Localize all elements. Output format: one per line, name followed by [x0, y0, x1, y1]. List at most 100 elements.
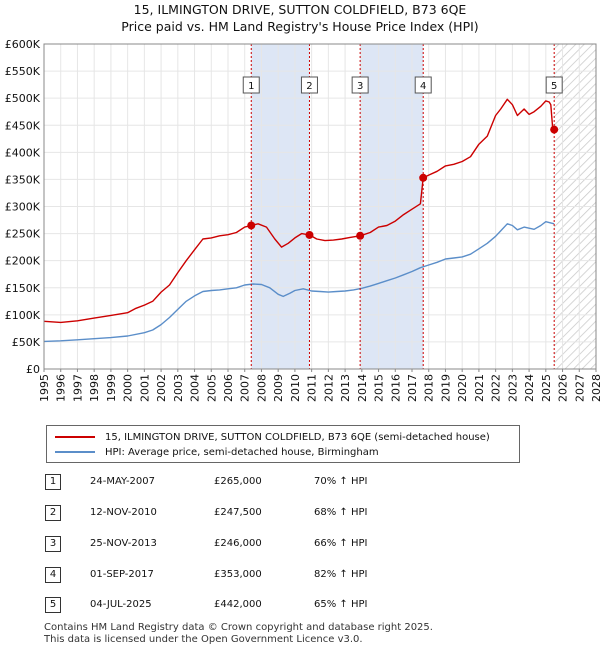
x-tick-label: 2023	[506, 374, 519, 402]
sale-date: 25-NOV-2013	[90, 538, 157, 549]
y-tick-label: £200K	[5, 255, 41, 268]
footer-license: This data is licensed under the Open Gov…	[44, 634, 363, 645]
sale-hpi-change: 68% ↑ HPI	[314, 507, 368, 518]
sale-hpi-change: 70% ↑ HPI	[314, 476, 368, 487]
y-tick-label: £350K	[5, 173, 41, 186]
chart-subtitle: Price paid vs. HM Land Registry's House …	[121, 19, 479, 34]
sale-date: 01-SEP-2017	[90, 569, 154, 580]
x-tick-label: 2006	[222, 374, 235, 402]
x-tick-label: 1998	[88, 374, 101, 402]
x-tick-label: 2014	[356, 374, 369, 402]
sale-hpi-change: 65% ↑ HPI	[314, 599, 368, 610]
sale-marker-box	[242, 76, 260, 94]
sale-marker-box	[351, 76, 369, 94]
x-tick-label: 2022	[490, 374, 503, 402]
x-tick-label: 2017	[406, 374, 419, 402]
price-chart: 1 2 3 4 5 £0 £50K £100K £150K £200K £250K £300K £35…	[5, 38, 600, 402]
x-tick-label: 2011	[306, 374, 319, 402]
x-tick-label: 2027	[573, 374, 586, 402]
chart-title: 15, ILMINGTON DRIVE, SUTTON COLDFIELD, B…	[133, 2, 467, 17]
sale-date: 04-JUL-2025	[90, 599, 152, 610]
x-tick-label: 1995	[38, 374, 51, 402]
x-tick-label: 1999	[105, 374, 118, 402]
x-tick-label: 2025	[540, 374, 553, 402]
x-tick-label: 2021	[473, 374, 486, 402]
y-tick-label: £400K	[5, 146, 41, 159]
x-tick-label: 1997	[71, 374, 84, 402]
sale-price: £246,000	[214, 538, 262, 549]
sale-marker-box	[414, 76, 432, 94]
sale-marker-label: 5	[551, 81, 557, 92]
x-tick-label: 2003	[172, 374, 185, 402]
x-tick-label: 2001	[138, 374, 151, 402]
legend-swatch-property	[55, 436, 95, 438]
legend-swatch-hpi	[55, 451, 95, 453]
y-tick-label: £550K	[5, 65, 41, 78]
y-tick-label: £0	[26, 363, 40, 376]
sale-row: 3 25-NOV-2013 £246,000 66% ↑ HPI	[0, 536, 600, 554]
x-tick-label: 2028	[590, 374, 600, 402]
x-tick-label: 2012	[322, 374, 335, 402]
sale-point	[356, 231, 365, 240]
y-tick-label: £500K	[5, 92, 41, 105]
sale-price: £353,000	[214, 569, 262, 580]
sale-marker-box	[300, 76, 318, 94]
property-price-line	[43, 98, 555, 324]
sale-point	[305, 230, 314, 239]
x-tick-label: 2015	[373, 374, 386, 402]
sale-row: 5 04-JUL-2025 £442,000 65% ↑ HPI	[0, 597, 600, 615]
sale-number-badge: 2	[45, 505, 61, 521]
sale-row: 4 01-SEP-2017 £353,000 82% ↑ HPI	[0, 567, 600, 585]
sale-row: 2 12-NOV-2010 £247,500 68% ↑ HPI	[0, 505, 600, 523]
x-tick-label: 2019	[439, 374, 452, 402]
sale-date: 24-MAY-2007	[90, 476, 156, 487]
sale-hpi-change: 82% ↑ HPI	[314, 569, 368, 580]
sale-point	[550, 125, 559, 134]
y-tick-label: £300K	[5, 201, 41, 214]
sale-number-badge: 3	[45, 536, 61, 552]
sale-price: £265,000	[214, 476, 262, 487]
x-tick-label: 2013	[339, 374, 352, 402]
sale-marker-box	[545, 76, 563, 94]
y-tick-label: £250K	[5, 228, 41, 241]
sale-hpi-change: 66% ↑ HPI	[314, 538, 368, 549]
x-tick-label: 2008	[255, 374, 268, 402]
y-tick-label: £50K	[12, 336, 41, 349]
x-tick-label: 2010	[289, 374, 302, 402]
x-tick-label: 2018	[423, 374, 436, 402]
y-tick-label: £600K	[5, 38, 41, 51]
footer-copyright: Contains HM Land Registry data © Crown c…	[44, 622, 433, 633]
sale-marker-label: 2	[306, 81, 312, 92]
sale-number-badge: 5	[45, 597, 61, 613]
sale-price: £442,000	[214, 599, 262, 610]
y-tick-label: £150K	[5, 282, 41, 295]
sale-marker-label: 3	[357, 81, 363, 92]
sale-marker-label: 1	[248, 81, 254, 92]
chart-legend: 15, ILMINGTON DRIVE, SUTTON COLDFIELD, B…	[46, 425, 520, 463]
sale-marker-label: 4	[420, 81, 426, 92]
x-tick-label: 2007	[239, 374, 252, 402]
legend-item-property: 15, ILMINGTON DRIVE, SUTTON COLDFIELD, B…	[55, 430, 490, 444]
x-tick-label: 2026	[557, 374, 570, 402]
x-tick-label: 2024	[523, 374, 536, 402]
sale-point	[247, 221, 256, 230]
sale-number-badge: 4	[45, 567, 61, 583]
x-tick-label: 2016	[389, 374, 402, 402]
x-tick-label: 2020	[456, 374, 469, 402]
x-tick-label: 2005	[205, 374, 218, 402]
legend-item-hpi: HPI: Average price, semi-detached house,…	[55, 445, 379, 459]
legend-label-property: 15, ILMINGTON DRIVE, SUTTON COLDFIELD, B…	[105, 431, 490, 443]
y-tick-label: £450K	[5, 119, 41, 132]
x-tick-label: 1996	[55, 374, 68, 402]
x-tick-label: 2000	[122, 374, 135, 402]
hpi-line	[43, 221, 555, 343]
sale-price: £247,500	[214, 507, 262, 518]
y-tick-label: £100K	[5, 309, 41, 322]
x-tick-label: 2002	[155, 374, 168, 402]
x-tick-label: 2009	[272, 374, 285, 402]
legend-label-hpi: HPI: Average price, semi-detached house,…	[105, 446, 379, 458]
sale-date: 12-NOV-2010	[90, 507, 157, 518]
sale-point	[419, 173, 428, 182]
plot-border	[43, 43, 597, 370]
sale-number-badge: 1	[45, 474, 61, 490]
